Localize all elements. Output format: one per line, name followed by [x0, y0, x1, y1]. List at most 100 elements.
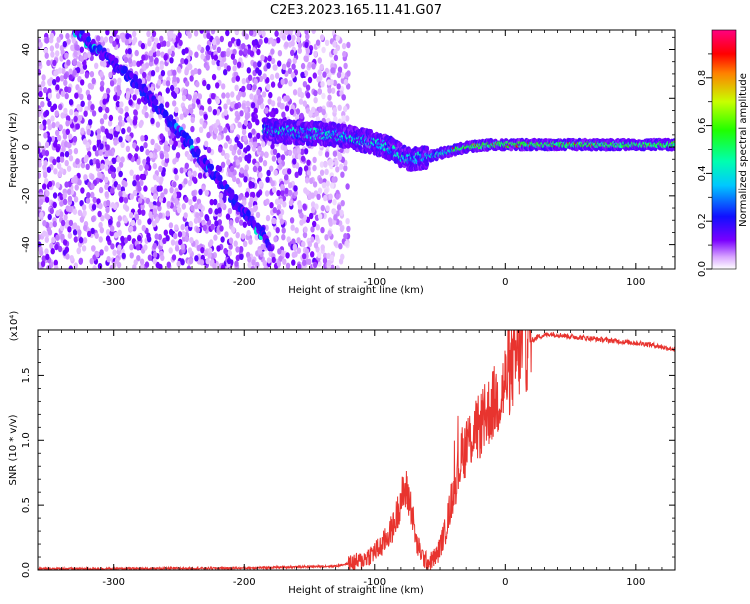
heatmap-noise-cell — [234, 30, 239, 35]
heatmap-noise-cell — [212, 43, 217, 51]
heatmap-noise-cell — [103, 113, 108, 120]
heatmap-noise-cell — [44, 236, 49, 243]
heatmap-noise-cell — [57, 67, 63, 74]
heatmap-noise-cell — [335, 193, 340, 200]
heatmap-noise-cell — [320, 204, 325, 212]
heatmap-noise-cell — [165, 87, 170, 94]
heatmap-noise-cell — [150, 117, 155, 125]
heatmap-noise-cell — [55, 92, 61, 100]
heatmap-noise-cell — [294, 227, 299, 234]
heatmap-noise-cell — [116, 156, 121, 163]
heatmap-noise-cell — [140, 42, 146, 50]
heatmap-noise-cell — [140, 135, 145, 142]
heatmap-noise-cell — [154, 37, 159, 44]
heatmap-noise-cell — [99, 143, 104, 150]
heatmap-noise-cell — [158, 185, 163, 192]
heatmap-noise-cell — [132, 180, 137, 187]
heatmap-noise-cell — [197, 172, 203, 179]
heatmap-noise-cell — [211, 58, 216, 66]
heatmap-noise-cell — [239, 110, 244, 117]
heatmap-noise-cell — [315, 224, 320, 231]
heatmap-noise-cell — [287, 149, 293, 156]
heatmap-noise-cell — [265, 214, 271, 222]
heatmap-noise-cell — [279, 218, 285, 225]
heatmap-noise-cell — [197, 216, 202, 224]
heatmap-noise-cell — [127, 153, 133, 160]
heatmap-noise-cell — [287, 34, 292, 41]
heatmap-noise-cell — [99, 118, 105, 125]
heatmap-noise-cell — [67, 226, 72, 233]
heatmap-noise-cell — [253, 141, 258, 148]
heatmap-noise-cell — [202, 224, 207, 232]
heatmap-noise-cell — [94, 232, 99, 239]
heatmap-noise-cell — [139, 179, 144, 186]
heatmap-noise-cell — [341, 94, 346, 101]
heatmap-noise-cell — [54, 265, 59, 269]
heatmap-noise-cell — [210, 30, 216, 35]
heatmap-noise-cell — [340, 171, 345, 178]
heatmap-noise-cell — [100, 80, 105, 88]
heatmap-noise-cell — [44, 141, 50, 148]
heatmap-noise-cell — [304, 41, 309, 49]
heatmap-noise-cell — [162, 40, 167, 47]
heatmap-noise-cell — [139, 145, 144, 152]
heatmap-noise-cell — [168, 138, 174, 145]
heatmap-noise-cell — [174, 174, 179, 181]
heatmap-noise-cell — [230, 124, 235, 131]
heatmap-noise-cell — [79, 46, 85, 53]
heatmap-noise-cell — [258, 156, 263, 163]
heatmap-noise-cell — [302, 100, 307, 107]
heatmap-noise-cell — [72, 229, 78, 236]
heatmap-noise-cell — [99, 60, 105, 67]
heatmap-noise-cell — [203, 140, 209, 147]
heatmap-noise-cell — [278, 255, 283, 262]
heatmap-noise-cell — [52, 201, 57, 209]
heatmap-noise-cell — [136, 98, 142, 105]
heatmap-noise-cell — [66, 59, 71, 66]
heatmap-noise-cell — [102, 135, 108, 142]
heatmap-noise-cell — [244, 164, 249, 171]
heatmap-noise-cell — [43, 132, 48, 139]
heatmap-noise-cell — [247, 122, 253, 129]
heatmap-noise-cell — [74, 184, 79, 191]
heatmap-noise-cell — [173, 168, 178, 175]
heatmap-noise-cell — [333, 214, 338, 221]
heatmap-noise-cell — [66, 188, 72, 195]
heatmap-noise-cell — [125, 32, 130, 40]
heatmap-noise-cell — [282, 201, 287, 208]
heatmap-noise-cell — [108, 218, 113, 226]
heatmap-noise-cell — [49, 45, 55, 52]
heatmap-noise-cell — [326, 259, 332, 267]
heatmap-noise-cell — [234, 84, 239, 92]
heatmap-noise-cell — [41, 74, 46, 81]
heatmap-noise-cell — [52, 192, 58, 199]
heatmap-noise-cell — [323, 194, 328, 202]
heatmap-noise-cell — [300, 155, 306, 162]
heatmap-noise-cell — [300, 62, 306, 70]
heatmap-noise-cell — [162, 79, 167, 86]
heatmap-noise-cell — [99, 249, 104, 256]
heatmap-noise-cell — [129, 87, 134, 95]
heatmap-noise-cell — [58, 103, 63, 111]
heatmap-noise-cell — [305, 33, 310, 40]
heatmap-noise-cell — [180, 259, 185, 266]
heatmap-noise-cell — [154, 57, 159, 64]
heatmap-noise-cell — [213, 127, 219, 135]
heatmap-noise-cell — [273, 169, 278, 176]
heatmap-noise-cell — [330, 67, 335, 74]
heatmap-noise-cell — [66, 38, 71, 45]
heatmap-noise-cell — [118, 170, 123, 178]
heatmap-noise-cell — [114, 257, 120, 264]
heatmap-noise-cell — [210, 93, 216, 100]
heatmap-noise-cell — [99, 36, 104, 43]
heatmap-noise-cell — [44, 52, 49, 59]
heatmap-noise-cell — [236, 114, 241, 121]
heatmap-noise-cell — [141, 224, 146, 232]
heatmap-noise-cell — [179, 167, 184, 174]
heatmap-noise-cell — [335, 166, 340, 173]
heatmap-noise-cell — [302, 259, 307, 267]
heatmap-noise-cell — [276, 260, 282, 267]
heatmap-noise-cell — [210, 223, 215, 231]
heatmap-noise-cell — [345, 115, 350, 122]
heatmap-noise-cell — [297, 47, 302, 54]
